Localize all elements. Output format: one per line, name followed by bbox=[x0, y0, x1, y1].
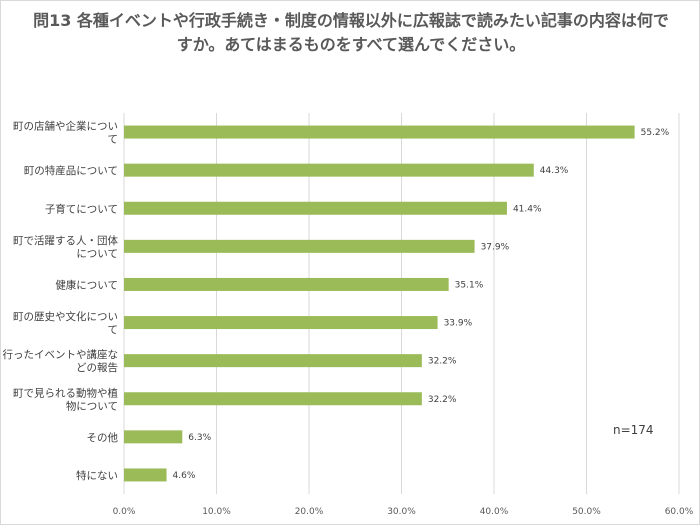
category-label: どの報告 bbox=[76, 361, 118, 374]
category-label: 町で活躍する人・団体 bbox=[13, 235, 118, 247]
category-label: について bbox=[76, 248, 118, 260]
category-label: 特にない bbox=[76, 470, 118, 482]
data-label: 6.3% bbox=[188, 433, 211, 443]
category-label: 町の特産品について bbox=[24, 164, 118, 177]
category-label: て bbox=[108, 134, 119, 146]
labels: 0.0% 10.0% 20.0% 30.0% 40.0% 50.0% 60.0% 55.2% 町… bbox=[3, 120, 694, 517]
category-label: 町の歴史や文化につい bbox=[13, 310, 118, 323]
data-label: 55.2% bbox=[641, 128, 670, 138]
category-label: 健康について bbox=[55, 278, 118, 291]
x-tick-label: 40.0% bbox=[480, 507, 509, 517]
data-label: 44.3% bbox=[540, 166, 569, 176]
x-tick-label: 50.0% bbox=[572, 507, 601, 517]
category-label: その他 bbox=[87, 431, 119, 444]
category-label: 行ったイベントや講座な bbox=[3, 348, 119, 361]
data-label: 33.9% bbox=[444, 319, 473, 329]
x-tick-label: 10.0% bbox=[202, 507, 231, 517]
bar bbox=[124, 468, 167, 482]
bar bbox=[124, 392, 422, 406]
data-label: 4.6% bbox=[173, 471, 196, 481]
data-label: 35.1% bbox=[455, 280, 484, 290]
data-label: 41.4% bbox=[513, 204, 542, 214]
x-tick-label: 20.0% bbox=[295, 507, 324, 517]
bar bbox=[124, 163, 534, 177]
x-tick-label: 60.0% bbox=[665, 507, 694, 517]
category-label: 町の店舗や企業につい bbox=[13, 120, 118, 133]
chart-title: 問13 各種イベントや行政手続き・制度の情報以外に広報誌で読みたい記事の内容は何… bbox=[33, 11, 669, 54]
bar bbox=[124, 201, 507, 215]
sample-size-note: n=174 bbox=[613, 423, 654, 437]
category-label: 町で見られる動物や植 bbox=[13, 386, 118, 399]
bar bbox=[124, 239, 475, 253]
bar bbox=[124, 277, 449, 291]
data-label: 32.2% bbox=[428, 357, 457, 367]
x-tick-label: 0.0% bbox=[113, 507, 136, 517]
bar bbox=[124, 316, 438, 330]
category-label: 子育てについて bbox=[45, 202, 118, 215]
data-label: 32.2% bbox=[428, 395, 457, 405]
bar bbox=[124, 354, 422, 368]
bars bbox=[124, 125, 635, 482]
category-label: て bbox=[108, 324, 119, 336]
bar bbox=[124, 430, 183, 444]
bar bbox=[124, 125, 635, 139]
data-label: 37.9% bbox=[481, 242, 510, 252]
category-label: 物について bbox=[66, 399, 118, 412]
x-tick-label: 30.0% bbox=[387, 507, 416, 517]
